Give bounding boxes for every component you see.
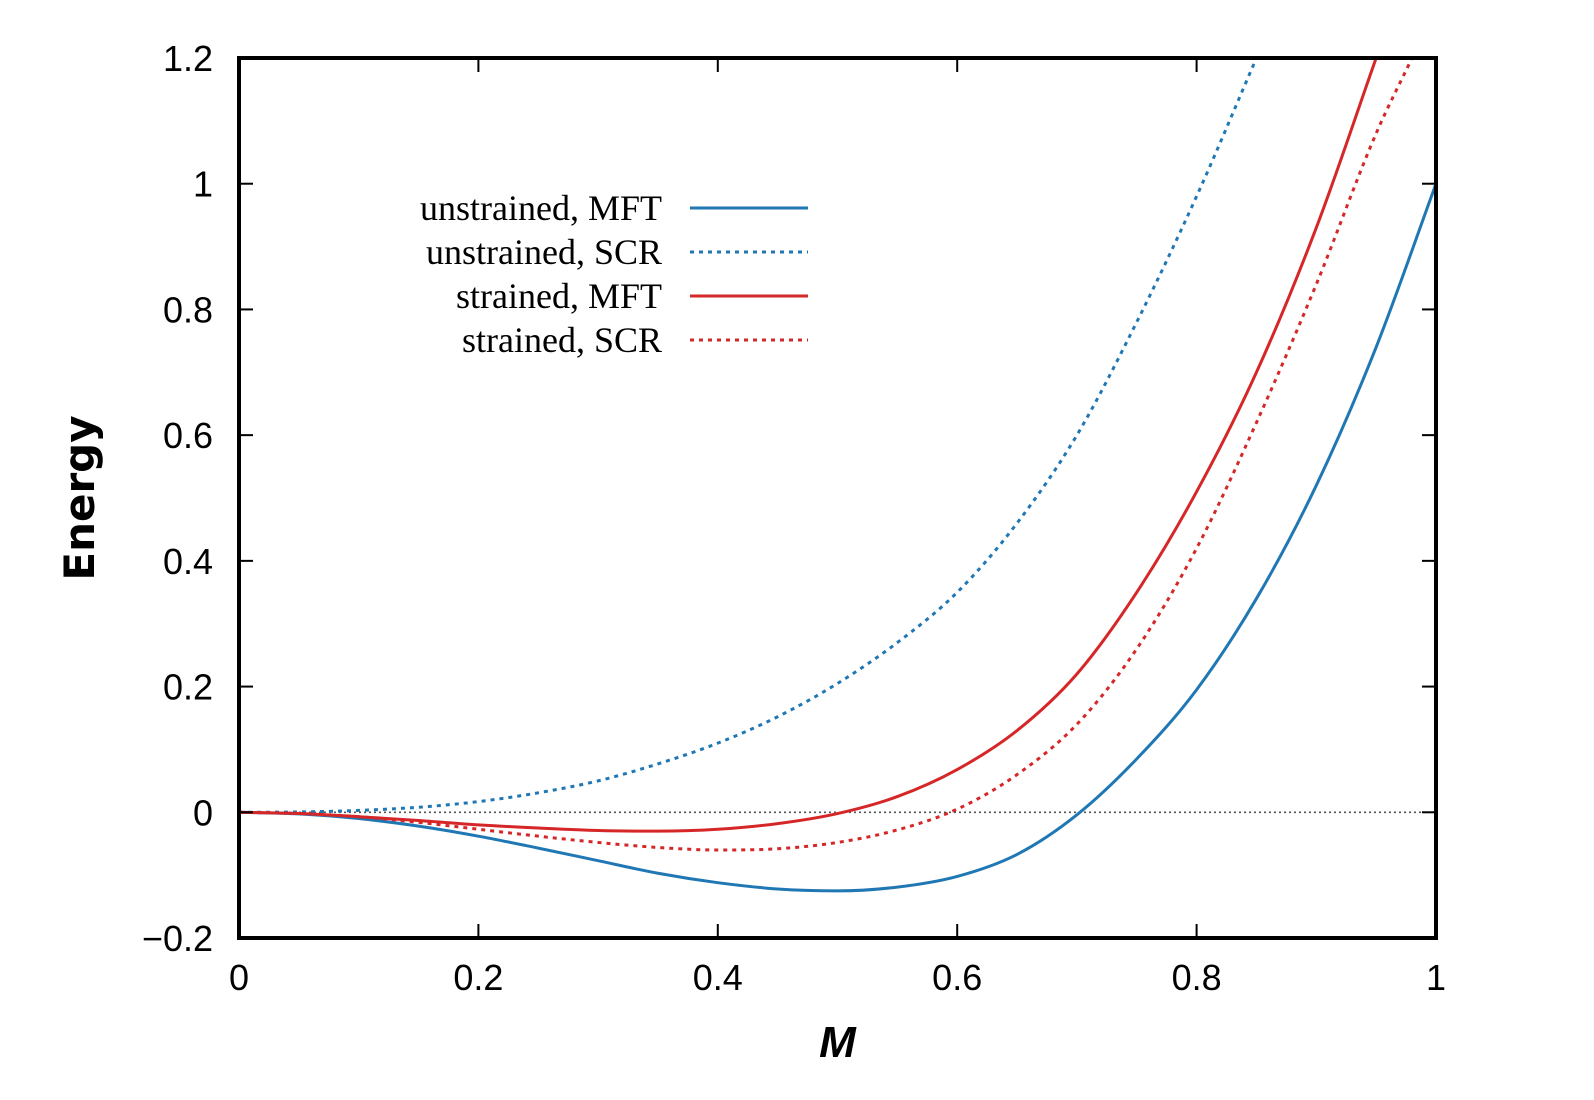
plot-frame-layer: [237, 56, 1438, 940]
legend-label: unstrained, SCR: [426, 232, 662, 272]
x-tick-label: 0.8: [1172, 957, 1222, 998]
legend-label: strained, SCR: [462, 320, 662, 360]
plot-frame: [237, 56, 1438, 940]
x-tick-label: 0.6: [932, 957, 982, 998]
series-line-1: [239, 58, 1258, 814]
legend-label: unstrained, MFT: [420, 188, 662, 228]
x-tick-label: 0.4: [693, 957, 743, 998]
y-tick-label: −0.2: [142, 918, 213, 959]
x-axis-title: M: [819, 1018, 857, 1067]
y-tick-label: 0.8: [163, 289, 213, 330]
series-line-0: [239, 183, 1436, 893]
y-tick-label: 1: [193, 164, 213, 205]
y-tick-label: 0: [193, 792, 213, 833]
legend-label: strained, MFT: [456, 276, 662, 316]
y-axis: −0.2 0 0.2 0.4 0.6 0.8 1 1.2: [142, 38, 1436, 959]
y-axis-title: Energy: [55, 415, 104, 580]
x-axis: 0 0.2 0.4 0.6 0.8 1: [229, 58, 1446, 998]
series-layer: [239, 58, 1436, 893]
x-tick-label: 0: [229, 957, 249, 998]
series-line-2: [239, 58, 1378, 833]
y-tick-label: 0.4: [163, 541, 213, 582]
y-tick-label: 0.2: [163, 667, 213, 708]
y-tick-label: 1.2: [163, 38, 213, 79]
x-tick-label: 1: [1426, 957, 1446, 998]
y-tick-label: 0.6: [163, 415, 213, 456]
series-line-3: [239, 58, 1414, 852]
x-tick-label: 0.2: [453, 957, 503, 998]
